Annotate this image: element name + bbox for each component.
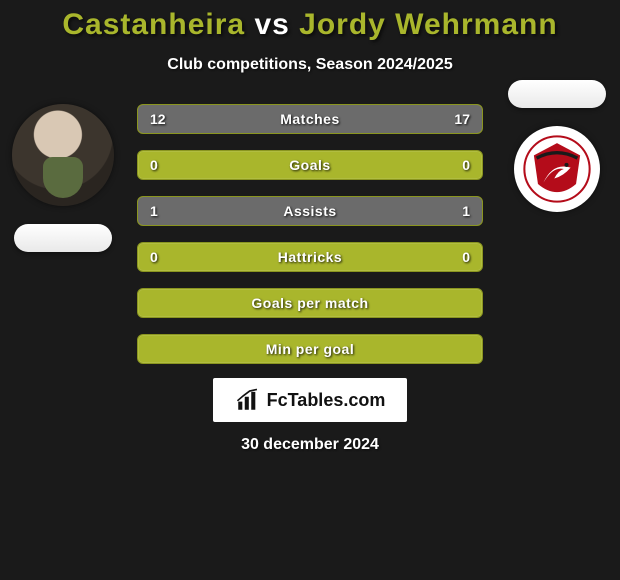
- infographic-container: Castanheira vs Jordy Wehrmann Club compe…: [0, 0, 620, 454]
- stat-value-right: 17: [454, 111, 470, 127]
- player2-club-pill: [508, 80, 606, 108]
- player1-column: [8, 104, 118, 252]
- stat-bars: Matches1217Goals00Assists11Hattricks00Go…: [137, 104, 483, 364]
- stat-row: Hattricks 0 0: [137, 242, 483, 272]
- stat-label: Min per goal: [266, 341, 354, 357]
- stats-area: Matches1217Goals00Assists11Hattricks00Go…: [0, 104, 620, 364]
- stat-value-left: 0: [150, 249, 158, 265]
- stat-row: Goals per match: [137, 288, 483, 318]
- stat-value-right: 1: [462, 203, 470, 219]
- stat-label: Hattricks: [278, 249, 342, 265]
- stat-value-left: 12: [150, 111, 166, 127]
- vs-text: vs: [254, 8, 289, 41]
- player2-name: Jordy Wehrmann: [299, 8, 558, 41]
- stat-row: Goals 0 0: [137, 150, 483, 180]
- player1-name: Castanheira: [62, 8, 245, 41]
- stat-label: Matches: [280, 111, 340, 127]
- stat-label: Assists: [283, 203, 336, 219]
- stat-label: Goals: [289, 157, 330, 173]
- stat-value-right: 0: [462, 157, 470, 173]
- player2-club-badge: [514, 126, 600, 212]
- stat-row: Matches 12 17: [137, 104, 483, 134]
- stat-label: Goals per match: [251, 295, 368, 311]
- player1-avatar: [12, 104, 114, 206]
- stat-value-left: 1: [150, 203, 158, 219]
- stat-row: Min per goal: [137, 334, 483, 364]
- comparison-title: Castanheira vs Jordy Wehrmann: [62, 8, 557, 42]
- stat-value-left: 0: [150, 157, 158, 173]
- brand-chart-icon: [235, 387, 261, 413]
- stat-row: Assists 1 1: [137, 196, 483, 226]
- date-text: 30 december 2024: [241, 436, 379, 454]
- brand-badge: FcTables.com: [213, 378, 407, 422]
- player1-club-pill: [14, 224, 112, 252]
- brand-text: FcTables.com: [267, 390, 386, 411]
- player2-column: [502, 188, 612, 212]
- subtitle: Club competitions, Season 2024/2025: [167, 56, 452, 74]
- club-badge-icon: [523, 135, 591, 203]
- stat-value-right: 0: [462, 249, 470, 265]
